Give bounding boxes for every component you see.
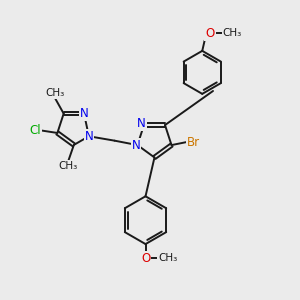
Text: O: O bbox=[141, 252, 150, 265]
Text: CH₃: CH₃ bbox=[45, 88, 64, 98]
Text: Cl: Cl bbox=[29, 124, 41, 137]
Text: CH₃: CH₃ bbox=[223, 28, 242, 38]
Text: N: N bbox=[137, 117, 146, 130]
Text: CH₃: CH₃ bbox=[158, 254, 178, 263]
Text: N: N bbox=[132, 139, 140, 152]
Text: O: O bbox=[206, 27, 214, 40]
Text: Br: Br bbox=[188, 136, 200, 148]
Text: N: N bbox=[85, 130, 93, 143]
Text: N: N bbox=[80, 107, 88, 120]
Text: CH₃: CH₃ bbox=[58, 161, 77, 171]
